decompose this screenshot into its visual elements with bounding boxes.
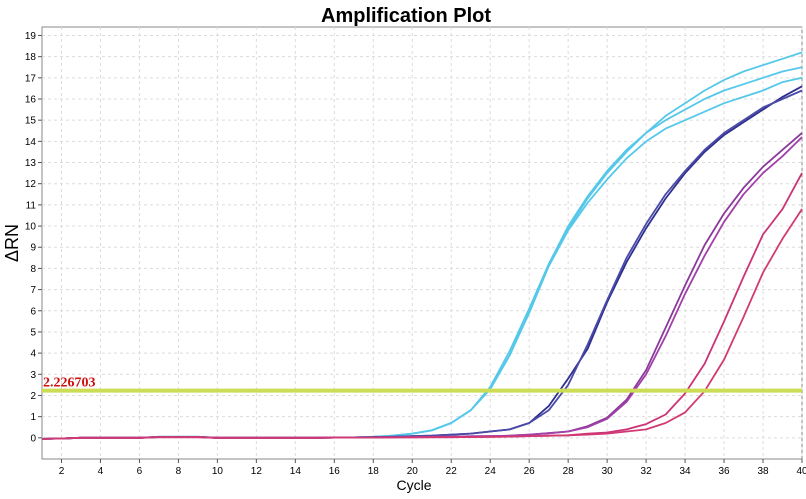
y-tick-label: 15 [25,116,37,127]
y-tick-label: 7 [30,285,36,296]
threshold-label: 2.226703 [43,376,96,391]
y-axis-label: ΔRN [2,224,22,262]
y-tick-label: 4 [30,349,36,360]
y-tick-label: 9 [30,243,36,254]
y-tick-label: 8 [30,264,36,275]
y-tick-label: 1 [30,412,36,423]
series-layer [41,51,803,440]
x-tick-label: 6 [137,466,143,477]
x-tick-label: 38 [757,466,769,477]
x-tick-label: 26 [524,466,536,477]
x-axis: 2 4 6 8 10 12 14 16 18 20 22 24 26 28 30 32 34 36 38 40 [59,459,806,477]
x-tick-label: 30 [602,466,614,477]
x-tick-label: 20 [407,466,419,477]
y-tick-label: 16 [25,95,37,106]
chart-title: Amplification Plot [321,5,491,27]
plot-background [41,26,803,460]
x-tick-label: 34 [680,466,692,477]
y-tick-label: 14 [25,137,37,148]
x-tick-label: 2 [59,466,65,477]
y-tick-label: 13 [25,158,37,169]
y-tick-label: 10 [25,222,37,233]
y-tick-label: 11 [26,200,37,211]
x-tick-label: 22 [446,466,458,477]
x-tick-label: 36 [718,466,730,477]
x-tick-label: 14 [290,466,302,477]
y-tick-label: 12 [25,179,37,190]
grid-lines [42,27,803,459]
plot-area: 2.226703 [41,26,803,460]
y-tick-label: 18 [25,52,37,63]
y-tick-label: 0 [30,433,36,444]
y-tick-label: 2 [30,391,36,402]
x-tick-label: 16 [329,466,341,477]
y-tick-label: 5 [30,327,36,338]
y-tick-label: 17 [25,73,37,84]
x-tick-label: 4 [98,466,104,477]
x-tick-label: 12 [251,466,263,477]
x-tick-label: 28 [563,466,575,477]
x-tick-label: 10 [212,466,224,477]
threshold-layer: 2.226703 [42,376,802,393]
x-tick-label: 8 [176,466,182,477]
y-tick-label: 6 [30,306,36,317]
amplification-curve [41,208,803,440]
x-tick-label: 24 [485,466,497,477]
y-tick-label: 3 [30,370,36,381]
x-axis-label: Cycle [396,477,431,493]
x-tick-label: 40 [796,466,806,477]
y-tick-label: 19 [25,31,37,42]
x-tick-label: 18 [368,466,380,477]
x-tick-label: 32 [641,466,653,477]
